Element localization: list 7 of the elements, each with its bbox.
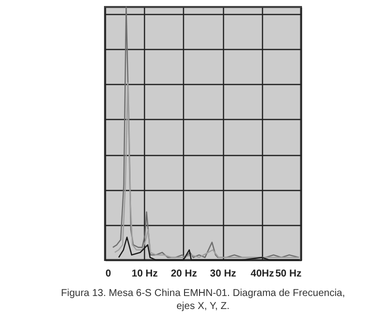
x-tick-label: 40Hz — [250, 268, 274, 280]
x-tick-label: 10 Hz — [132, 268, 158, 280]
x-tick-label: 20 Hz — [170, 268, 197, 280]
x-tick-label: 0 — [106, 268, 112, 280]
x-tick-label: 50 Hz — [275, 268, 302, 280]
x-tick-label: 30 Hz — [210, 268, 236, 280]
text: Figura 13. Mesa 6-S China EMHN-01. Diagrama de Frecuencia, ejes X, Y, Z. — [60, 288, 346, 312]
